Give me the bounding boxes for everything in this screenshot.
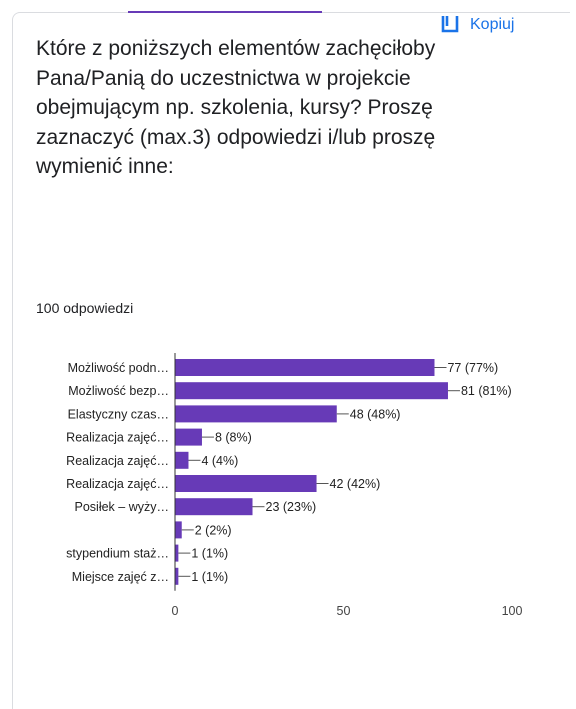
category-label: Realizacja zajęć… (66, 431, 169, 445)
category-label: Elastyczny czas… (68, 407, 169, 421)
category-label: Możliwość bezp… (68, 384, 169, 398)
value-label: 2 (2%) (195, 523, 232, 537)
bar (175, 359, 435, 376)
bar (175, 498, 253, 516)
category-label: Realizacja zajęć… (66, 477, 169, 491)
question-title: Które z poniższych elementów zachęciłoby… (36, 37, 436, 178)
card-accent-line (128, 11, 322, 13)
value-label: 1 (1%) (191, 570, 228, 584)
response-count: 100 odpowiedzi (36, 300, 134, 316)
category-label: Realizacja zajęć… (66, 454, 169, 468)
category-label: Miejsce zajęć z… (72, 570, 169, 584)
value-label: 4 (4%) (201, 454, 238, 468)
value-label: 81 (81%) (461, 384, 512, 398)
bar (175, 428, 202, 446)
x-tick-label: 0 (172, 604, 179, 618)
value-label: 42 (42%) (330, 477, 381, 491)
bar-chart: Możliwość podn… 77 (77%) Możliwość bezp… 81… (66, 353, 523, 618)
value-label: 1 (1%) (191, 547, 228, 561)
category-label: Posiłek – wyży… (75, 500, 169, 514)
category-label: stypendium staż… (66, 547, 169, 561)
bar (175, 405, 337, 423)
copy-icon (440, 14, 460, 36)
x-tick-label: 50 (337, 604, 351, 618)
copy-label: Kopiuj (470, 16, 515, 33)
copy-button[interactable]: Kopiuj (440, 14, 514, 36)
value-label: 48 (48%) (350, 407, 401, 421)
value-label: 8 (8%) (215, 431, 252, 445)
value-label: 77 (77%) (447, 361, 498, 375)
bar (175, 382, 448, 400)
x-tick-label: 100 (502, 604, 523, 618)
bar (175, 567, 179, 585)
bar (175, 451, 189, 469)
bar (175, 475, 317, 492)
bar (175, 521, 182, 539)
bar (175, 544, 179, 562)
value-label: 23 (23%) (266, 500, 317, 514)
category-label: Możliwość podn… (68, 361, 169, 375)
